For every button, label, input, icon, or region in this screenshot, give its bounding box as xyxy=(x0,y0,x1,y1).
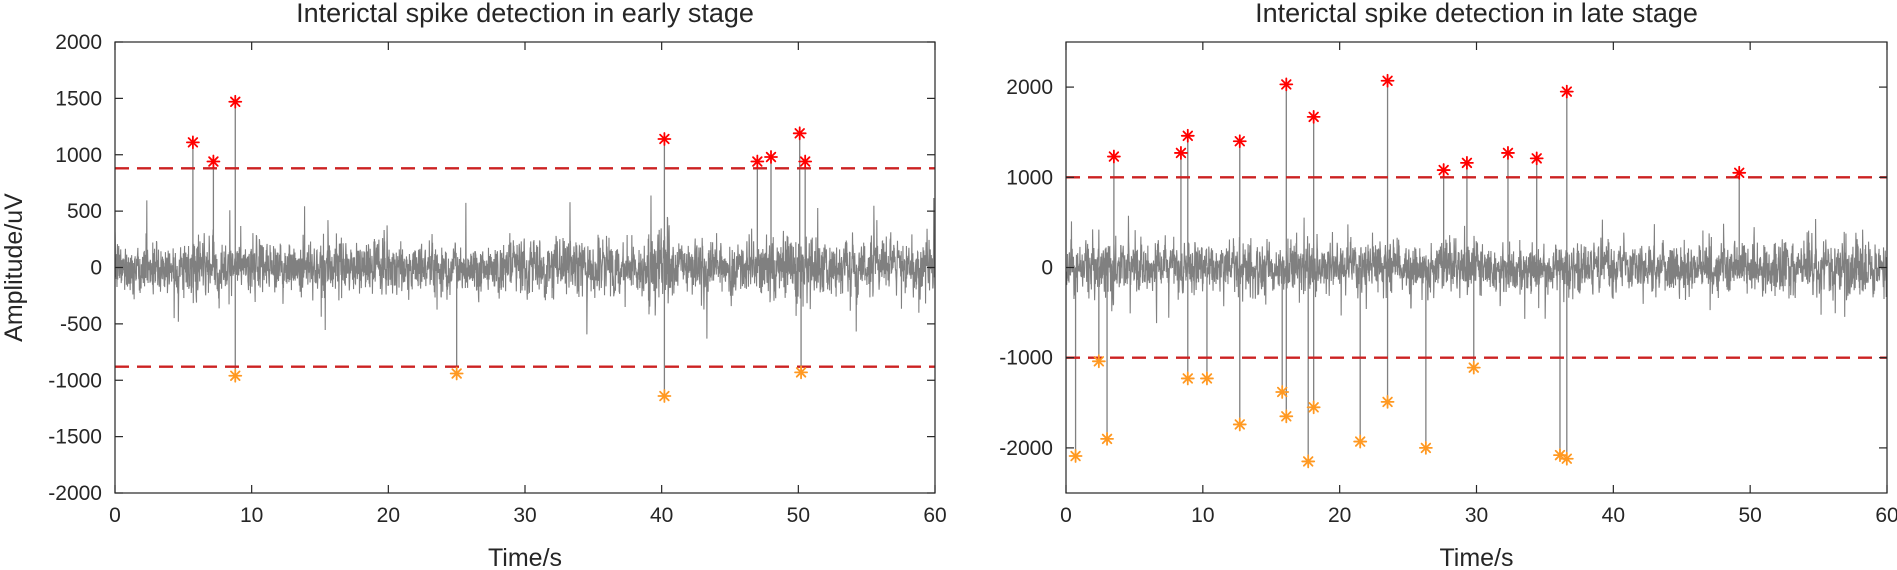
negative-spike-marker xyxy=(1100,431,1114,446)
negative-spike-marker xyxy=(1559,451,1574,466)
x-tick-label: 20 xyxy=(377,504,400,527)
positive-spike-marker xyxy=(1501,146,1515,160)
negative-spike-marker xyxy=(1180,371,1195,386)
positive-spike-marker xyxy=(1306,109,1321,124)
x-axis-label: Time/s xyxy=(488,544,562,570)
x-tick-label: 50 xyxy=(1738,504,1761,527)
signal-trace xyxy=(115,101,935,397)
y-tick-label: -2000 xyxy=(999,437,1053,460)
negative-spike-marker xyxy=(1306,400,1321,415)
y-tick-label: 0 xyxy=(90,257,102,280)
y-axis-label: Amplitude/uV xyxy=(0,193,28,342)
chart-title: Interictal spike detection in early stag… xyxy=(296,0,754,28)
x-tick-label: 10 xyxy=(240,504,263,527)
negative-spike-marker xyxy=(1353,434,1368,449)
positive-spike-marker xyxy=(1106,149,1121,164)
y-tick-label: -1500 xyxy=(48,426,102,449)
x-tick-label: 60 xyxy=(923,504,946,527)
positive-spike-marker xyxy=(657,132,672,146)
y-tick-label: 1500 xyxy=(55,87,102,110)
y-tick-label: -1000 xyxy=(999,347,1053,370)
x-tick-label: 50 xyxy=(787,504,810,527)
negative-spike-marker xyxy=(794,365,808,380)
x-tick-label: 20 xyxy=(1328,504,1351,527)
negative-spike-marker xyxy=(1466,360,1481,375)
chart-title: Interictal spike detection in late stage xyxy=(1255,0,1698,28)
x-tick-label: 0 xyxy=(109,504,121,527)
positive-spike-marker xyxy=(185,135,200,150)
positive-spike-marker xyxy=(1380,73,1395,88)
positive-spike-marker xyxy=(792,126,807,141)
x-tick-label: 0 xyxy=(1060,504,1072,527)
negative-spike-marker xyxy=(1279,409,1294,424)
positive-spike-marker xyxy=(750,154,765,169)
positive-spike-marker xyxy=(1732,165,1747,180)
negative-spike-marker xyxy=(1068,449,1083,463)
x-tick-label: 10 xyxy=(1191,504,1214,527)
positive-spike-marker xyxy=(1436,163,1451,177)
signal-trace xyxy=(1066,80,1887,462)
negative-spike-marker xyxy=(657,389,672,403)
positive-spike-marker xyxy=(1460,155,1474,170)
y-tick-label: -500 xyxy=(60,313,102,336)
negative-spike-marker xyxy=(228,368,243,383)
x-axis-label: Time/s xyxy=(1439,544,1513,570)
positive-spike-marker xyxy=(1174,146,1188,160)
negative-spike-marker xyxy=(1418,440,1433,455)
positive-spike-marker xyxy=(1529,151,1544,166)
negative-spike-marker xyxy=(1200,371,1214,386)
x-tick-label: 40 xyxy=(1602,504,1625,527)
y-tick-label: 1000 xyxy=(55,144,102,167)
positive-spike-marker xyxy=(1232,134,1247,149)
positive-spike-marker xyxy=(1279,77,1294,92)
negative-spike-marker xyxy=(449,366,464,381)
y-tick-label: 0 xyxy=(1041,257,1053,280)
positive-spike-marker xyxy=(206,154,221,169)
negative-spike-marker xyxy=(1091,354,1106,369)
y-tick-label: 2000 xyxy=(1006,76,1053,99)
x-tick-label: 30 xyxy=(1465,504,1488,527)
y-tick-label: -1000 xyxy=(48,369,102,392)
chart-1: Interictal spike detection in early stag… xyxy=(0,0,947,570)
x-tick-label: 40 xyxy=(650,504,673,527)
y-tick-label: 2000 xyxy=(55,31,102,54)
positive-spike-marker xyxy=(1559,84,1574,99)
signal-line xyxy=(115,195,935,339)
y-tick-label: 500 xyxy=(67,200,102,223)
negative-spike-marker xyxy=(1380,394,1395,409)
chart-2: Interictal spike detection in late stage… xyxy=(999,0,1897,570)
y-tick-label: 1000 xyxy=(1006,166,1053,189)
positive-spike-marker xyxy=(1180,128,1195,143)
x-tick-label: 60 xyxy=(1875,504,1897,527)
negative-spike-marker xyxy=(1301,454,1316,469)
positive-spike-marker xyxy=(798,154,813,169)
y-tick-label: -2000 xyxy=(48,482,102,505)
signal-line xyxy=(1066,215,1887,324)
positive-spike-marker xyxy=(228,94,243,109)
negative-spike-marker xyxy=(1232,417,1247,432)
positive-spike-marker xyxy=(764,150,778,164)
negative-spike-marker xyxy=(1275,385,1290,399)
x-tick-label: 30 xyxy=(513,504,536,527)
